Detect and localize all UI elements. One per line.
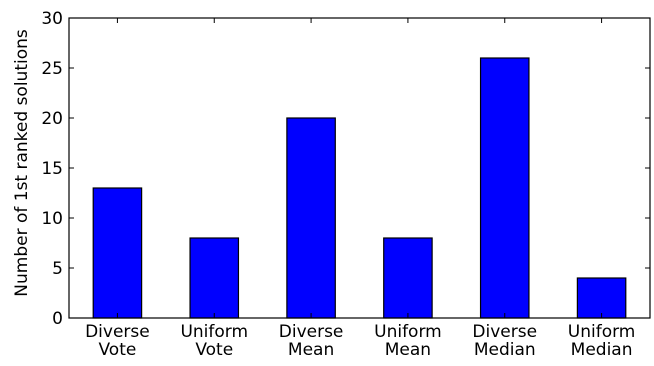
x-tick-label-line: Diverse bbox=[472, 322, 537, 342]
y-tick-label: 25 bbox=[41, 59, 63, 79]
bar-uniform-mean bbox=[383, 237, 433, 319]
x-tick-label: Uniform Median bbox=[568, 322, 636, 360]
bar-diverse-mean bbox=[286, 117, 336, 319]
x-tick-label: Diverse Median bbox=[472, 322, 537, 360]
x-tick-label-line: Mean bbox=[288, 340, 334, 360]
bar-uniform-vote bbox=[189, 237, 240, 319]
x-tick-label: Uniform Mean bbox=[374, 322, 442, 360]
x-tick-label-line: Vote bbox=[195, 340, 233, 360]
y-tick-label: 5 bbox=[52, 259, 63, 279]
y-tick-label: 10 bbox=[41, 209, 63, 229]
y-tick-label: 15 bbox=[41, 159, 63, 179]
x-tick-label: Diverse Mean bbox=[279, 322, 344, 360]
x-tick-label: Uniform Vote bbox=[180, 322, 248, 360]
x-tick-label-line: Median bbox=[571, 340, 633, 360]
x-tick-label-line: Uniform bbox=[180, 322, 248, 342]
y-tick-label: 0 bbox=[52, 309, 63, 329]
x-tick-label-line: Vote bbox=[98, 340, 136, 360]
y-axis-label: Number of 1st ranked solutions bbox=[12, 29, 32, 297]
y-tick-label: 20 bbox=[41, 109, 63, 129]
y-tick-label: 30 bbox=[41, 9, 63, 29]
x-tick-label-line: Diverse bbox=[85, 322, 150, 342]
x-tick-label-line: Uniform bbox=[374, 322, 442, 342]
bar-diverse-median bbox=[479, 57, 530, 319]
x-tick-label-line: Mean bbox=[385, 340, 431, 360]
bar-diverse-vote bbox=[92, 187, 143, 319]
x-tick-label-line: Median bbox=[474, 340, 536, 360]
x-tick-label: Diverse Vote bbox=[85, 322, 150, 360]
plot-frame bbox=[68, 17, 651, 319]
x-tick-label-line: Uniform bbox=[568, 322, 636, 342]
y-axis: 0 5 10 15 20 25 30 bbox=[41, 9, 650, 329]
bars-group bbox=[92, 57, 627, 319]
x-tick-label-line: Diverse bbox=[279, 322, 344, 342]
bar-uniform-median bbox=[576, 277, 627, 319]
